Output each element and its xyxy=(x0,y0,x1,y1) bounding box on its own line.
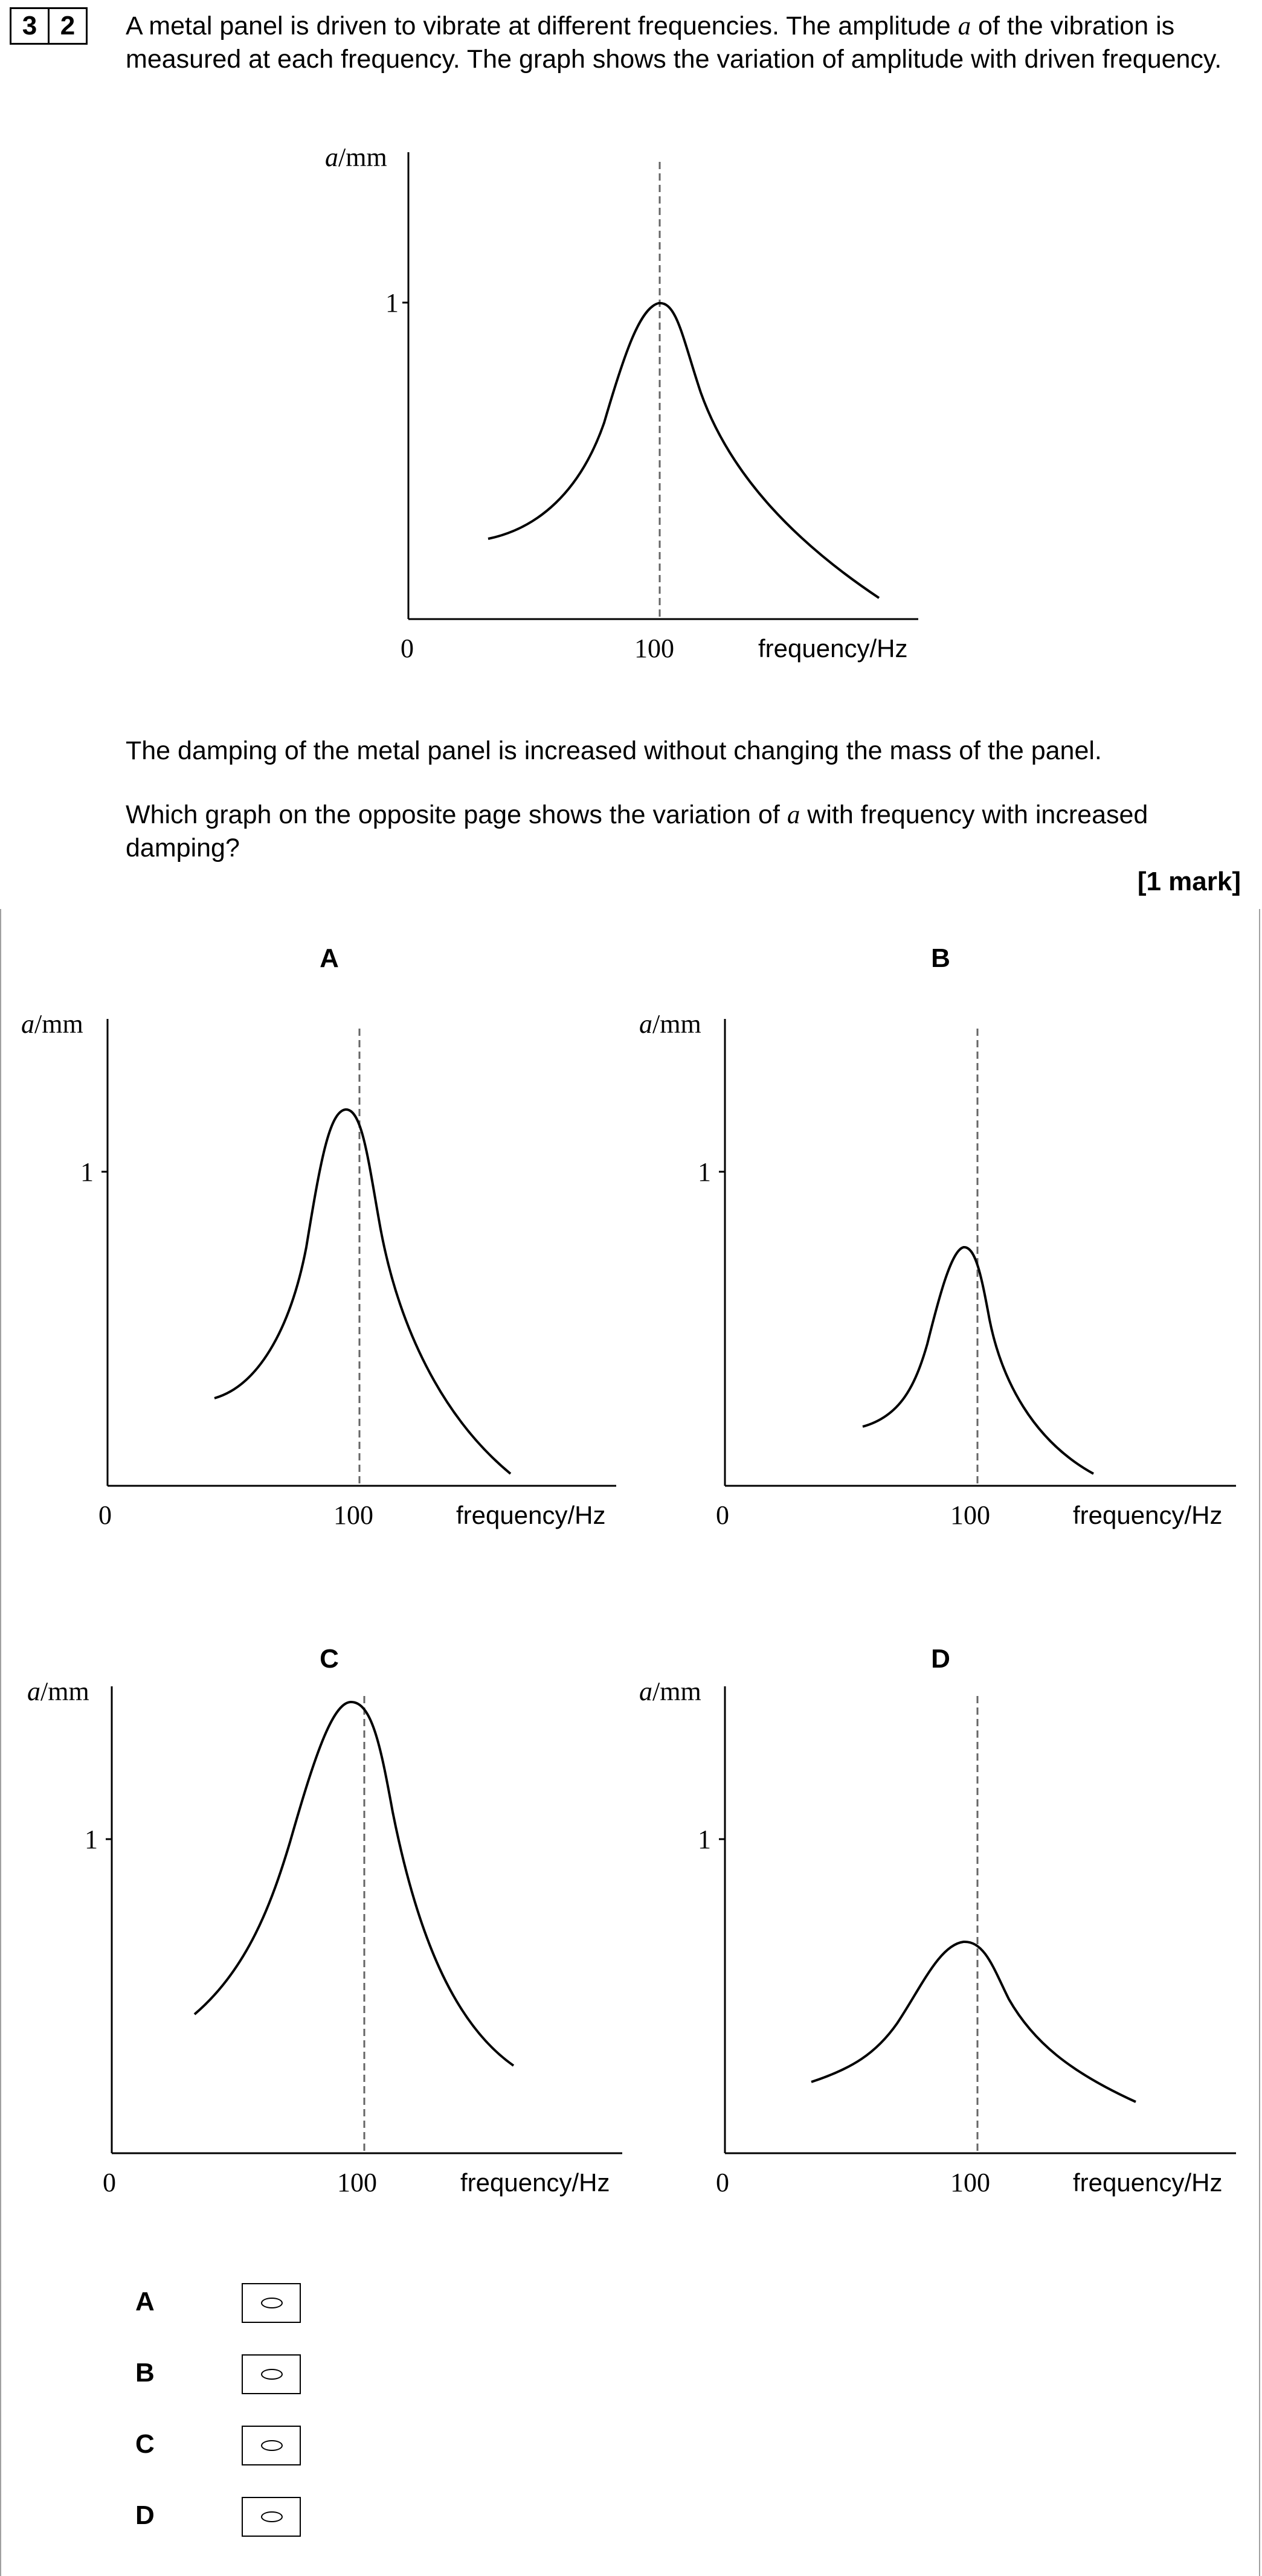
y-tick-label: 1 xyxy=(385,288,399,318)
option-title-d: D xyxy=(931,1644,950,1674)
answer-box-b[interactable] xyxy=(242,2354,301,2394)
y-axis-label: a/mm xyxy=(21,1009,83,1039)
option-graph-a: a/mm 1 0 100 frequency/Hz xyxy=(21,1009,616,1530)
answer-box-a[interactable] xyxy=(242,2283,301,2323)
marks-label: [1 mark] xyxy=(1137,867,1241,896)
x-tick-label: 100 xyxy=(950,1500,990,1530)
question-number: 3 2 xyxy=(10,7,88,45)
x-tick-label: 100 xyxy=(333,1500,373,1530)
damping-statement: The damping of the metal panel is increa… xyxy=(126,736,1102,765)
x-tick-label: 100 xyxy=(634,634,674,663)
answer-label-a: A xyxy=(135,2287,155,2316)
origin-label: 0 xyxy=(716,1500,729,1530)
intro-variable: a xyxy=(958,12,971,40)
intro-text: of the vibration is measured at each fre… xyxy=(126,11,1222,74)
amplitude-frequency-graph: a/mm 1 0 100 frequency/Hz xyxy=(325,143,918,663)
answer-label-c: C xyxy=(135,2429,155,2459)
option-title-a: A xyxy=(320,943,339,973)
resonance-curve xyxy=(488,301,880,599)
y-tick-label: 1 xyxy=(698,1825,711,1854)
x-tick-label: 100 xyxy=(950,2168,990,2197)
origin-label: 0 xyxy=(716,2168,729,2197)
x-axis-label: frequency/Hz xyxy=(456,1501,605,1529)
question-number-digit: 3 xyxy=(10,7,50,45)
origin-label: 0 xyxy=(401,634,414,663)
lozenge-icon xyxy=(261,2369,283,2380)
resonance-curve xyxy=(862,1246,1094,1475)
question-intro: A metal panel is driven to vibrate at di… xyxy=(126,10,1243,76)
answer-box-c[interactable] xyxy=(242,2426,301,2465)
y-axis-label: a/mm xyxy=(639,1009,701,1039)
x-axis-label: frequency/Hz xyxy=(1073,2168,1222,2197)
origin-label: 0 xyxy=(98,1500,112,1530)
prompt-text: with frequency with increased damping? xyxy=(126,800,1148,862)
prompt-text: Which graph on the opposite page shows t… xyxy=(126,800,787,829)
x-axis-label: frequency/Hz xyxy=(1073,1501,1222,1529)
origin-label: 0 xyxy=(103,2168,116,2197)
answer-label-b: B xyxy=(135,2358,155,2388)
x-axis-label: frequency/Hz xyxy=(460,2168,610,2197)
lozenge-icon xyxy=(261,2440,283,2451)
option-graph-d: a/mm 1 0 100 frequency/Hz xyxy=(639,1677,1236,2197)
x-tick-label: 100 xyxy=(337,2168,377,2197)
x-axis-label: frequency/Hz xyxy=(758,634,907,663)
question-prompt: Which graph on the opposite page shows t… xyxy=(126,798,1243,865)
y-tick-label: 1 xyxy=(80,1157,94,1187)
y-axis-label: a/mm xyxy=(27,1677,89,1706)
resonance-curve xyxy=(214,1108,512,1475)
y-axis-label: a/mm xyxy=(639,1677,701,1706)
lozenge-icon xyxy=(261,2298,283,2308)
answer-box-d[interactable] xyxy=(242,2497,301,2537)
resonance-curve xyxy=(811,1940,1136,2103)
answer-label-d: D xyxy=(135,2501,155,2530)
y-tick-label: 1 xyxy=(698,1157,711,1187)
option-title-c: C xyxy=(320,1644,339,1674)
intro-text: A metal panel is driven to vibrate at di… xyxy=(126,11,958,40)
option-graph-b: a/mm 1 0 100 frequency/Hz xyxy=(639,1009,1236,1530)
question-number-digit: 2 xyxy=(48,7,88,45)
option-graph-c: a/mm 1 0 100 frequency/Hz xyxy=(27,1677,622,2197)
lozenge-icon xyxy=(261,2511,283,2522)
prompt-variable: a xyxy=(787,801,800,829)
y-axis-label: a/mm xyxy=(325,143,387,172)
option-title-b: B xyxy=(931,943,950,973)
y-tick-label: 1 xyxy=(85,1825,98,1854)
resonance-curve xyxy=(193,1700,515,2067)
options-page-frame xyxy=(0,909,1260,2576)
